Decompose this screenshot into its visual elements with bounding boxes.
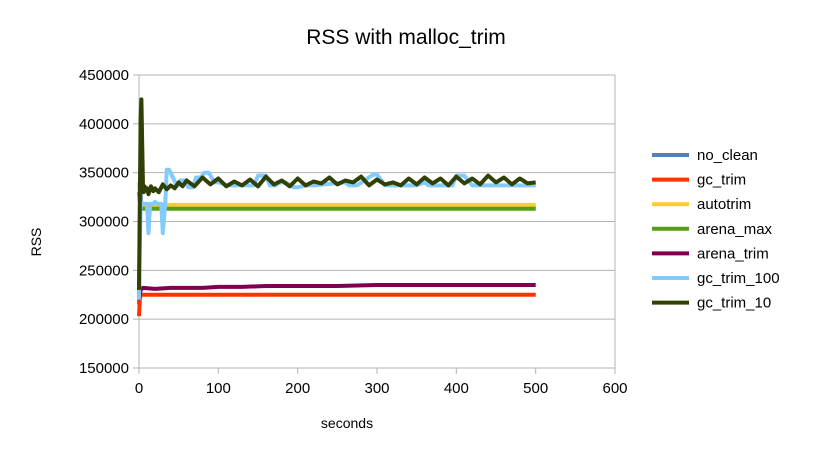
y-tick-label: 250000 [79,262,129,279]
legend-item: arena_trim [652,245,769,262]
legend-label: gc_trim [697,172,746,189]
series-lines [137,97,536,317]
x-tick-label: 600 [602,380,627,397]
chart-title: RSS with malloc_trim [306,26,506,49]
legend-label: arena_trim [697,245,769,262]
x-tick-label: 300 [364,380,389,397]
legend-item: autotrim [652,196,751,213]
x-tick-label: 200 [285,380,310,397]
legend: no_clean gc_trim autotrim arena_max arena_tr… [652,147,780,312]
grid-lines [139,74,615,369]
legend-label: gc_trim_100 [697,270,780,287]
y-tick-label: 150000 [79,360,129,377]
y-tick-label: 300000 [79,214,129,231]
legend-item: no_clean [652,147,758,164]
x-tick-label: 500 [523,380,548,397]
legend-label: autotrim [697,196,751,213]
y-tick-label: 450000 [79,67,129,84]
series-line-gc-trim-10 [137,97,536,290]
y-tick-label: 350000 [79,165,129,182]
legend-item: gc_trim_100 [652,270,780,287]
x-tick-label: 100 [206,380,231,397]
x-tick-label: 0 [135,380,143,397]
axes: 150000 200000 250000 300000 350000 400000 4500… [79,67,628,397]
y-axis-title: RSS [28,228,44,257]
legend-item: gc_trim_10 [652,295,771,312]
series-line-gc-trim-100 [137,167,536,300]
legend-item: gc_trim [652,172,746,189]
series-line-gc-trim [137,292,536,317]
x-axis-title: seconds [321,415,373,431]
legend-item: arena_max [652,221,773,238]
legend-label: gc_trim_10 [697,295,771,312]
legend-label: arena_max [697,221,773,238]
legend-label: no_clean [697,147,758,164]
x-tick-label: 400 [444,380,469,397]
y-tick-label: 200000 [79,311,129,328]
y-tick-label: 400000 [79,116,129,133]
series-line-arena-trim [137,283,536,300]
